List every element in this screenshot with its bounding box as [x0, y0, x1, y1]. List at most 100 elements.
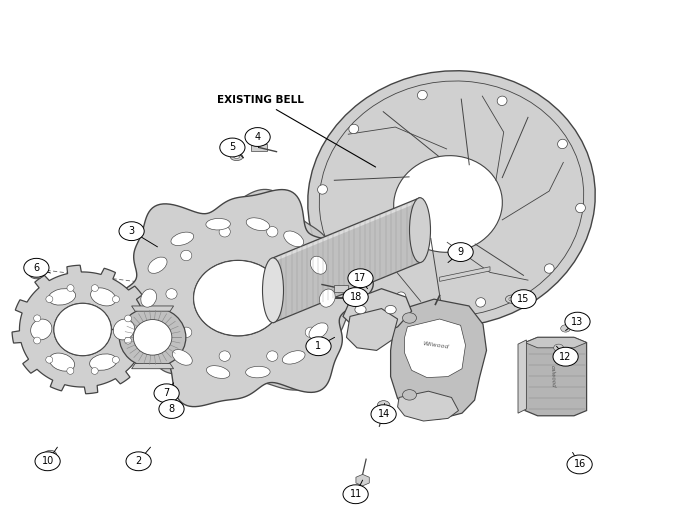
Circle shape	[220, 138, 245, 157]
Text: 15: 15	[517, 294, 530, 304]
Circle shape	[348, 269, 373, 288]
Ellipse shape	[148, 257, 167, 274]
Polygon shape	[398, 391, 458, 421]
Circle shape	[553, 347, 578, 366]
Ellipse shape	[91, 368, 98, 374]
Circle shape	[402, 313, 416, 323]
Circle shape	[448, 243, 473, 262]
Text: 7: 7	[164, 388, 169, 399]
Text: 1: 1	[316, 341, 321, 351]
Polygon shape	[356, 474, 370, 486]
Ellipse shape	[66, 368, 74, 374]
Ellipse shape	[181, 327, 192, 337]
Circle shape	[355, 305, 366, 314]
Circle shape	[371, 405, 396, 424]
Circle shape	[29, 267, 44, 279]
Ellipse shape	[125, 337, 132, 344]
Circle shape	[24, 258, 49, 277]
Ellipse shape	[319, 289, 335, 307]
Circle shape	[347, 292, 360, 302]
Ellipse shape	[284, 231, 304, 247]
Ellipse shape	[206, 219, 230, 230]
Circle shape	[343, 288, 368, 306]
Text: 16: 16	[573, 459, 586, 470]
Ellipse shape	[267, 226, 278, 237]
Circle shape	[119, 222, 144, 241]
Text: 12: 12	[559, 351, 572, 362]
Ellipse shape	[172, 349, 192, 365]
Circle shape	[245, 128, 270, 146]
Ellipse shape	[113, 319, 134, 340]
Circle shape	[154, 384, 179, 403]
Ellipse shape	[54, 303, 111, 356]
Ellipse shape	[149, 322, 166, 340]
Text: 13: 13	[571, 316, 584, 327]
Text: Wilwood: Wilwood	[422, 341, 449, 349]
Polygon shape	[346, 309, 398, 350]
Ellipse shape	[46, 295, 53, 302]
Text: EXISTING BELL: EXISTING BELL	[217, 95, 376, 167]
Ellipse shape	[308, 71, 595, 327]
Ellipse shape	[48, 289, 76, 305]
Ellipse shape	[31, 319, 52, 340]
Ellipse shape	[319, 81, 584, 316]
Ellipse shape	[410, 198, 430, 263]
Ellipse shape	[206, 366, 230, 379]
Ellipse shape	[318, 185, 328, 194]
Ellipse shape	[417, 90, 427, 100]
Circle shape	[306, 337, 331, 356]
Ellipse shape	[349, 124, 358, 134]
Ellipse shape	[125, 315, 132, 322]
FancyBboxPatch shape	[251, 144, 267, 151]
Ellipse shape	[34, 337, 41, 344]
Ellipse shape	[113, 296, 120, 303]
Ellipse shape	[219, 226, 230, 237]
Text: 10: 10	[41, 456, 54, 467]
Ellipse shape	[230, 153, 243, 161]
Text: 18: 18	[349, 292, 362, 302]
Text: 14: 14	[377, 409, 390, 419]
Ellipse shape	[133, 320, 172, 355]
Ellipse shape	[90, 354, 117, 370]
Ellipse shape	[497, 96, 507, 106]
Ellipse shape	[282, 351, 305, 364]
Text: calwood: calwood	[550, 365, 555, 388]
Text: 17: 17	[354, 273, 367, 283]
Polygon shape	[525, 337, 587, 416]
Ellipse shape	[171, 232, 194, 245]
Text: 3: 3	[129, 226, 134, 236]
Circle shape	[159, 400, 184, 418]
Ellipse shape	[46, 356, 52, 363]
Polygon shape	[103, 189, 373, 406]
Polygon shape	[391, 299, 486, 419]
Ellipse shape	[112, 357, 119, 363]
Circle shape	[511, 290, 536, 309]
Text: 6: 6	[34, 263, 39, 273]
Ellipse shape	[141, 289, 157, 307]
Circle shape	[126, 452, 151, 471]
Circle shape	[554, 344, 564, 351]
Ellipse shape	[181, 251, 192, 261]
Polygon shape	[525, 337, 587, 348]
Circle shape	[402, 390, 416, 400]
Polygon shape	[132, 363, 174, 369]
Text: 9: 9	[458, 247, 463, 257]
Ellipse shape	[575, 203, 585, 213]
Ellipse shape	[267, 351, 278, 361]
Polygon shape	[273, 198, 420, 323]
Polygon shape	[135, 189, 372, 390]
Ellipse shape	[166, 289, 177, 299]
Ellipse shape	[558, 139, 568, 149]
Ellipse shape	[396, 292, 406, 301]
Ellipse shape	[320, 289, 331, 299]
Circle shape	[561, 325, 570, 332]
Ellipse shape	[335, 249, 345, 258]
Ellipse shape	[305, 327, 316, 337]
Polygon shape	[12, 265, 153, 394]
Ellipse shape	[67, 285, 74, 291]
Ellipse shape	[476, 298, 486, 307]
Text: 5: 5	[230, 142, 235, 153]
Polygon shape	[259, 276, 273, 308]
Ellipse shape	[262, 258, 284, 323]
Ellipse shape	[310, 256, 327, 274]
